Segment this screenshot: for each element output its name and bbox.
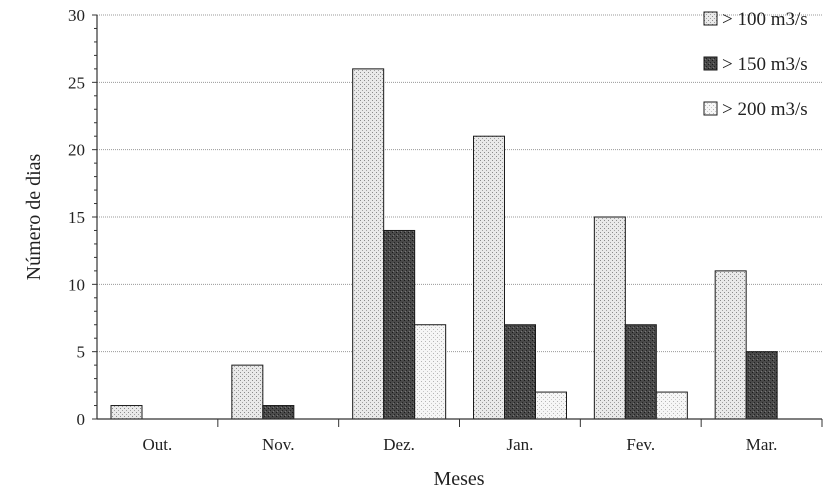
- bar-1: [473, 135, 505, 420]
- bar-3: [414, 324, 447, 420]
- y-tick-label: 5: [77, 343, 86, 362]
- legend-swatch-3: [703, 101, 718, 116]
- bar-2: [262, 405, 295, 420]
- bars: [110, 68, 778, 420]
- legend-swatch-2: [703, 56, 718, 71]
- axes: [92, 14, 823, 427]
- x-tick-label: Out.: [143, 435, 173, 454]
- x-tick-label: Fev.: [626, 435, 655, 454]
- bar-1: [352, 68, 385, 420]
- x-tick-label: Dez.: [383, 435, 415, 454]
- legend-label-3: > 200 m3/s: [722, 99, 808, 120]
- bar-2: [504, 324, 536, 420]
- legend-label-2: > 150 m3/s: [722, 54, 808, 75]
- x-tick-label: Jan.: [506, 435, 533, 454]
- bar-2: [383, 229, 416, 420]
- legend-label-1: > 100 m3/s: [722, 9, 808, 30]
- x-tick-label: Nov.: [262, 435, 294, 454]
- x-tick-label: Mar.: [746, 435, 778, 454]
- x-axis-label: Meses: [433, 468, 484, 490]
- bar-1: [593, 216, 626, 420]
- y-tick-label: 25: [68, 73, 85, 92]
- y-tick-label: 10: [68, 275, 85, 294]
- y-tick-label: 30: [68, 6, 85, 25]
- y-tick-label: 15: [68, 208, 85, 227]
- bar-1: [231, 364, 264, 420]
- bar-1: [714, 270, 747, 420]
- bar-3: [655, 391, 688, 420]
- bar-1: [110, 405, 143, 420]
- bar-2: [745, 351, 778, 420]
- legend: > 100 m3/s > 150 m3/s > 200 m3/s: [703, 9, 808, 120]
- bar-2: [624, 324, 657, 420]
- bar-3: [535, 391, 567, 420]
- gridlines: [97, 14, 822, 353]
- y-axis-label: Número de dias: [23, 153, 45, 280]
- y-tick-label: 20: [68, 141, 85, 160]
- tick-labels: 0 5 10 15 20 25 30 Out. Nov. Dez. Jan. Fev. Mar.: [68, 6, 777, 454]
- y-tick-label: 0: [77, 410, 86, 429]
- legend-swatch-1: [703, 11, 718, 26]
